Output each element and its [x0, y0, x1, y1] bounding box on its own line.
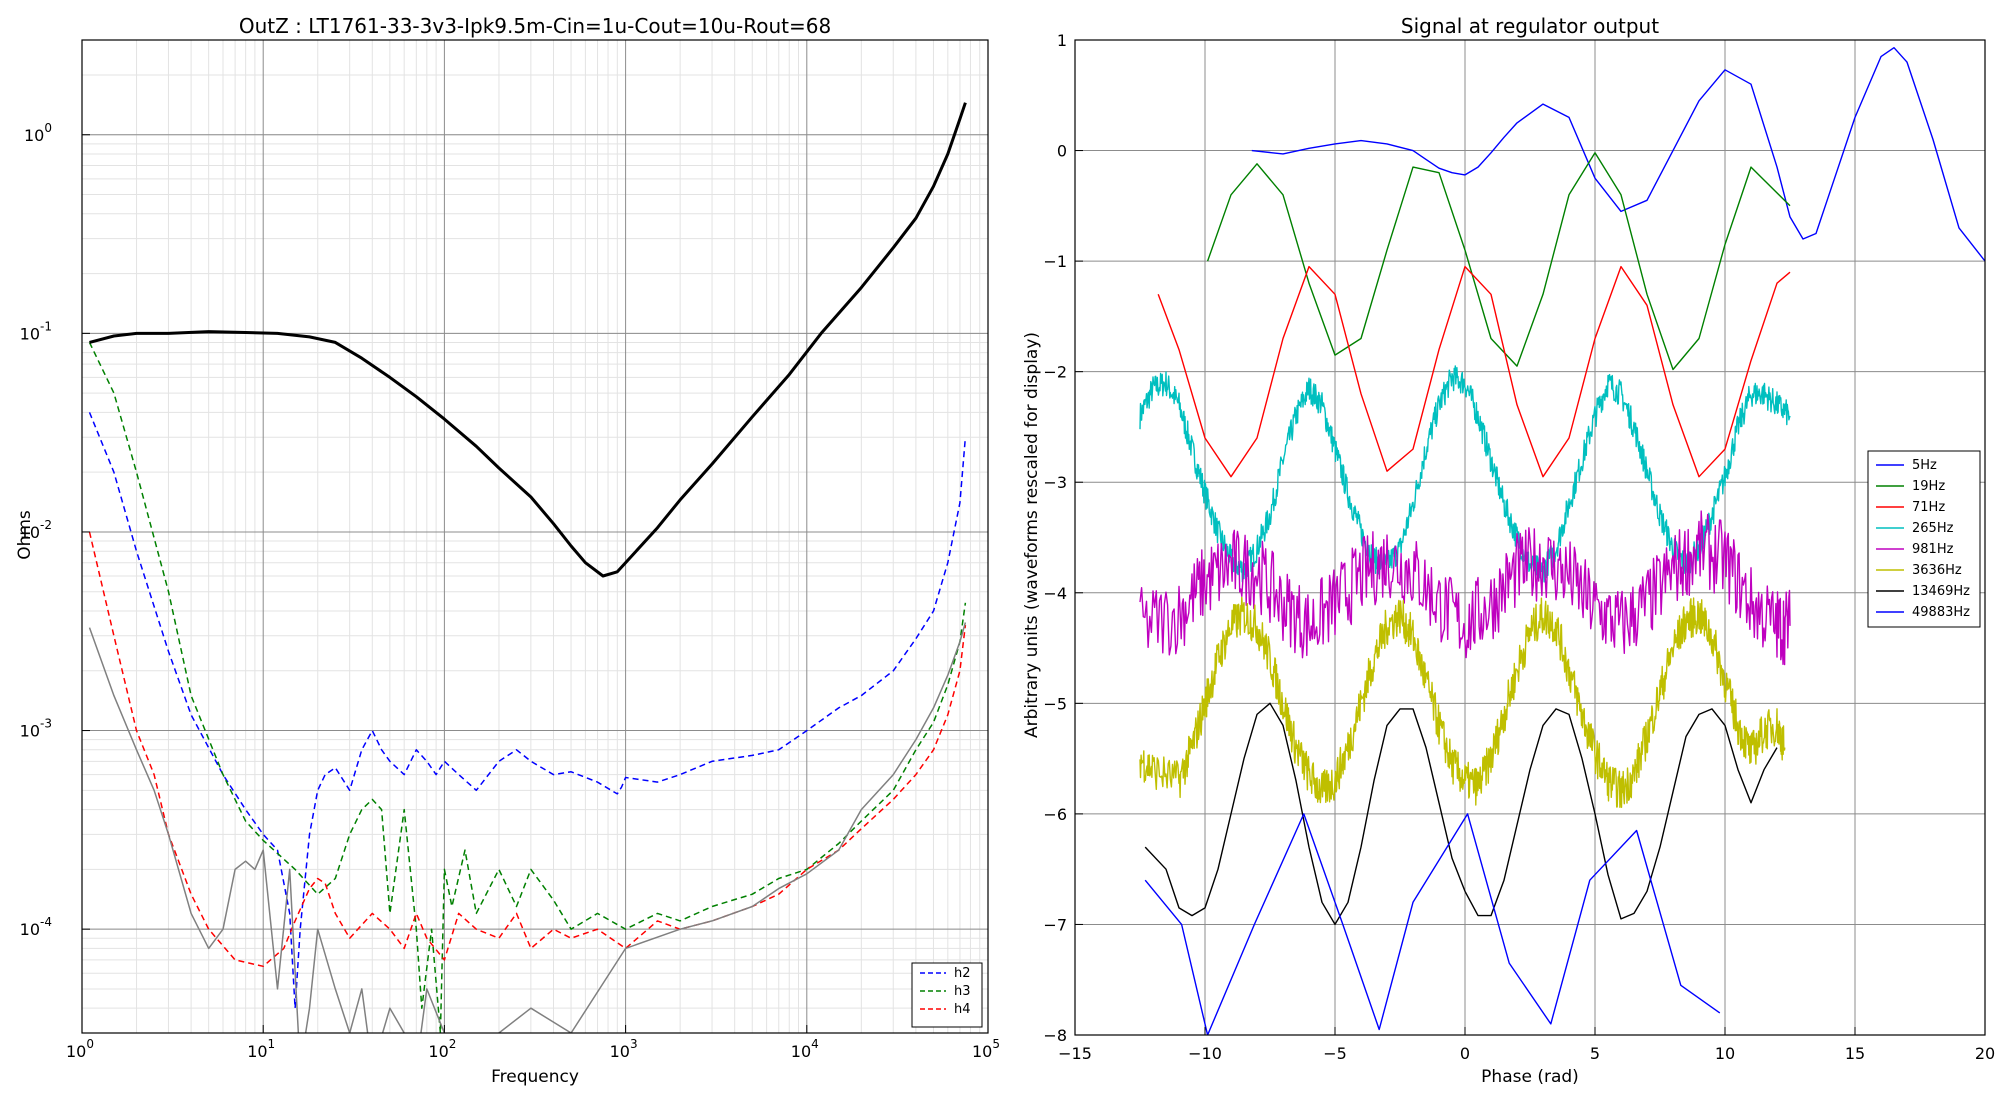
legend-label: 19Hz	[1912, 479, 1945, 494]
series-line-h2	[88, 412, 967, 1009]
x-tick-label: −5	[1323, 1044, 1347, 1063]
series-line-5Hz	[1251, 47, 1985, 262]
x-tick-label: 5	[1590, 1044, 1600, 1063]
x-axis-label: Frequency	[491, 1067, 579, 1087]
series-line-impedance	[89, 102, 967, 578]
plot-frame	[81, 39, 989, 1034]
x-axis-label: Phase (rad)	[1481, 1067, 1579, 1087]
x-tick-label: 10	[1715, 1044, 1735, 1063]
x-tick-label: −10	[1188, 1044, 1222, 1063]
grid	[81, 39, 989, 1034]
legend: h2 h3 h4	[911, 962, 983, 1028]
series-line-981Hz	[1139, 510, 1791, 666]
y-tick-label: 1	[1057, 31, 1067, 50]
x-tick-label: 100	[66, 1037, 94, 1061]
y-tick-label: −3	[1043, 473, 1067, 492]
legend-label: h4	[954, 1002, 971, 1017]
legend-label: 71Hz	[1912, 500, 1945, 515]
waveform-chart: Signal at regulator output Phase (rad) A…	[1022, 14, 1995, 1087]
legend-label: 981Hz	[1912, 542, 1954, 557]
y-tick-label: 10-3	[20, 717, 52, 741]
y-tick-label: 10-4	[20, 915, 52, 939]
series-line-3636Hz	[1139, 596, 1786, 808]
chart-title: Signal at regulator output	[1401, 14, 1659, 38]
legend-box	[1867, 450, 1981, 628]
y-axis-label: Arbitrary units (waveforms rescaled for …	[1022, 332, 1042, 738]
legend-label: 265Hz	[1912, 521, 1954, 536]
chart-title: OutZ : LT1761-33-3v3-Ipk9.5m-Cin=1u-Cout…	[239, 14, 831, 38]
series-line-h4	[88, 531, 967, 968]
legend-label: 13469Hz	[1912, 584, 1970, 599]
series-group	[88, 102, 967, 1033]
series-line-19Hz	[1206, 152, 1791, 371]
legend-label: 5Hz	[1912, 458, 1937, 473]
series-line-71Hz	[1157, 265, 1791, 478]
y-tick-label: 0	[1057, 142, 1067, 161]
series-line-noise-floor	[88, 622, 967, 1033]
x-tick-label: 104	[791, 1037, 819, 1061]
x-tick-label: 20	[1975, 1044, 1995, 1063]
legend-label: h3	[954, 984, 971, 999]
series-group	[1139, 47, 1985, 1035]
x-tick-label: 103	[610, 1037, 638, 1061]
x-tick-label: 105	[972, 1037, 1000, 1061]
x-tick-label: 15	[1845, 1044, 1865, 1063]
impedance-chart: OutZ : LT1761-33-3v3-Ipk9.5m-Cin=1u-Cout…	[15, 14, 1000, 1087]
y-tick-label: −6	[1043, 805, 1067, 824]
series-line-h3	[88, 342, 967, 1033]
y-tick-label: −1	[1043, 252, 1067, 271]
legend-label: 49883Hz	[1912, 605, 1970, 620]
x-tick-label: 101	[247, 1037, 275, 1061]
y-tick-label: −4	[1043, 584, 1067, 603]
y-tick-label: 10-1	[20, 319, 52, 343]
x-tick-label: 102	[428, 1037, 456, 1061]
y-tick-label: −5	[1043, 694, 1067, 713]
y-tick-label: −2	[1043, 363, 1067, 382]
x-tick-label: −15	[1058, 1044, 1092, 1063]
y-axis-label: Ohms	[15, 510, 35, 560]
series-line-49883Hz	[1144, 813, 1721, 1035]
legend: 5Hz 19Hz 71Hz 265Hz 981Hz 3636Hz 13469Hz 49883H…	[1867, 450, 1981, 628]
y-tick-label: −7	[1043, 915, 1067, 934]
y-tick-label: 100	[24, 121, 52, 145]
y-tick-label: −8	[1043, 1026, 1067, 1045]
x-tick-label: 0	[1460, 1044, 1470, 1063]
series-line-13469Hz	[1144, 702, 1778, 926]
legend-label: h2	[954, 966, 971, 981]
legend-label: 3636Hz	[1912, 563, 1962, 578]
plot-frame	[1074, 39, 1986, 1036]
